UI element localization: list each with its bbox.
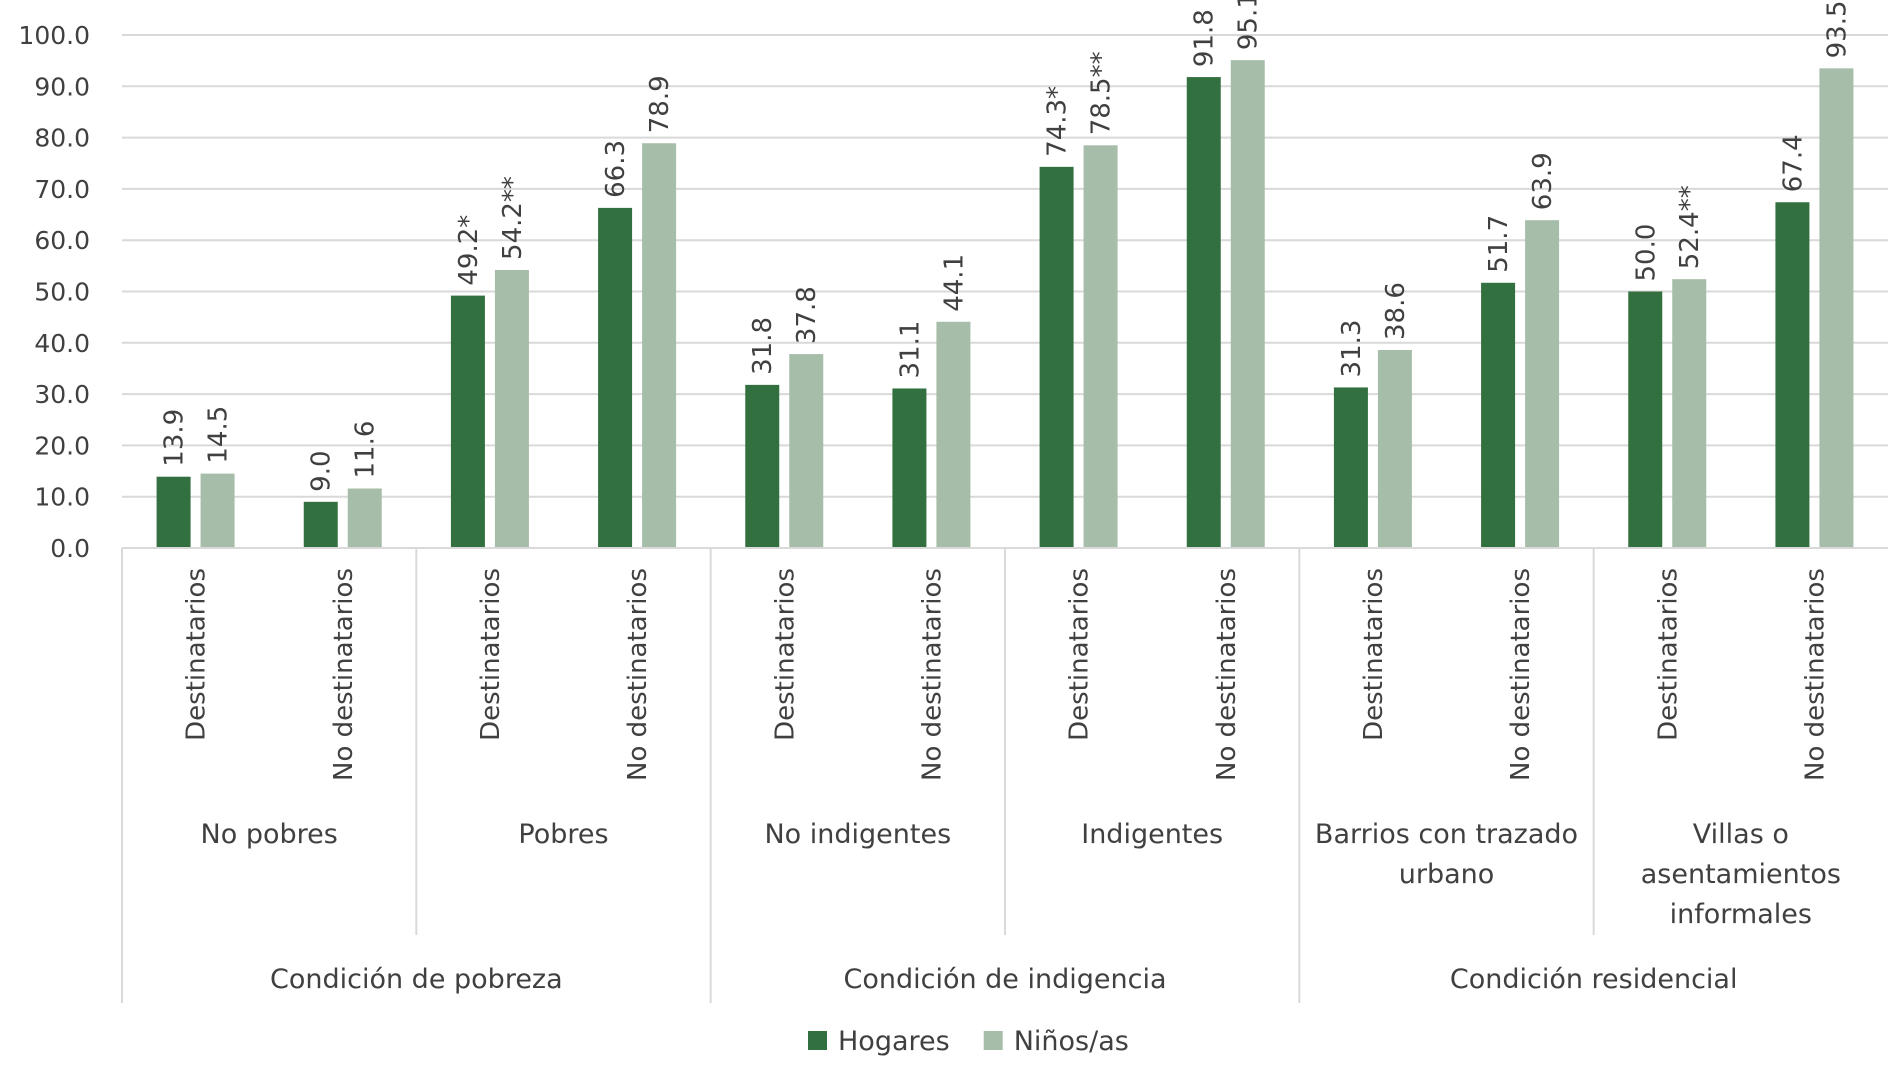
bar-hogares bbox=[156, 476, 191, 548]
y-tick-label: 30.0 bbox=[34, 380, 90, 409]
bar-hogares bbox=[745, 384, 780, 548]
bar-ninos bbox=[347, 488, 382, 548]
category-label: Destinatarios bbox=[182, 568, 212, 741]
y-tick-label: 100.0 bbox=[18, 21, 90, 50]
data-label: 74.3* bbox=[1043, 86, 1073, 157]
y-tick-label: 70.0 bbox=[34, 175, 90, 204]
data-label: 52.4** bbox=[1675, 185, 1705, 269]
bar-ninos bbox=[494, 269, 529, 548]
category-label: Destinatarios bbox=[1653, 568, 1683, 741]
subgroup-label: asentamientos bbox=[1641, 859, 1841, 890]
bar-hogares bbox=[892, 388, 927, 548]
data-label: 50.0 bbox=[1631, 224, 1661, 282]
data-label: 38.6 bbox=[1381, 282, 1411, 340]
category-label: No destinatarios bbox=[1212, 568, 1242, 781]
bar-ninos bbox=[1819, 68, 1854, 548]
category-label: No destinatarios bbox=[1800, 568, 1830, 781]
data-label: 78.9 bbox=[645, 75, 675, 133]
group-label: Condición de pobreza bbox=[270, 964, 563, 995]
data-label: 44.1 bbox=[939, 254, 969, 312]
legend-label: Hogares bbox=[838, 1026, 950, 1057]
y-tick-label: 50.0 bbox=[34, 278, 90, 307]
y-tick-label: 90.0 bbox=[34, 72, 90, 101]
bar-ninos bbox=[1525, 220, 1560, 548]
bar-hogares bbox=[450, 295, 485, 548]
category-label: No destinatarios bbox=[1506, 568, 1536, 781]
data-label: 54.2** bbox=[498, 176, 528, 260]
data-label: 49.2* bbox=[454, 215, 484, 286]
bar-ninos bbox=[1377, 349, 1412, 548]
bar-hogares bbox=[303, 501, 338, 548]
data-label: 31.3 bbox=[1337, 320, 1367, 378]
data-label: 93.5 bbox=[1822, 0, 1852, 58]
category-label: No destinatarios bbox=[917, 568, 947, 781]
bar-hogares bbox=[1039, 166, 1074, 548]
data-label: 66.3 bbox=[601, 140, 631, 198]
bar-ninos bbox=[642, 143, 677, 549]
category-label: No destinatarios bbox=[623, 568, 653, 781]
category-label: Destinatarios bbox=[1359, 568, 1389, 741]
legend-label: Niños/as bbox=[1014, 1026, 1129, 1057]
data-label: 31.8 bbox=[748, 317, 778, 375]
bar-ninos bbox=[789, 354, 824, 548]
data-label: 78.5** bbox=[1087, 51, 1117, 135]
data-label: 91.8 bbox=[1190, 9, 1220, 67]
bar-ninos bbox=[200, 473, 235, 548]
y-tick-label: 0.0 bbox=[50, 534, 90, 563]
data-label: 11.6 bbox=[351, 421, 381, 479]
y-tick-label: 40.0 bbox=[34, 329, 90, 358]
group-label: Condición de indigencia bbox=[843, 964, 1166, 995]
category-label: Destinatarios bbox=[476, 568, 506, 741]
bar-hogares bbox=[1775, 202, 1810, 548]
bar-hogares bbox=[1481, 282, 1516, 548]
legend-swatch bbox=[808, 1031, 827, 1050]
data-label: 51.7 bbox=[1484, 215, 1514, 273]
bar-hogares bbox=[1333, 387, 1368, 548]
data-label: 9.0 bbox=[307, 450, 337, 491]
group-label: Condición residencial bbox=[1450, 964, 1738, 995]
legend-swatch bbox=[983, 1031, 1003, 1050]
y-tick-label: 60.0 bbox=[34, 226, 90, 255]
subgroup-label: informales bbox=[1670, 899, 1812, 930]
bar-hogares bbox=[1186, 77, 1221, 548]
data-label: 67.4 bbox=[1778, 134, 1808, 192]
subgroup-label: Villas o bbox=[1693, 819, 1789, 850]
data-label: 63.9 bbox=[1528, 152, 1558, 210]
subgroup-label: Indigentes bbox=[1081, 819, 1223, 850]
subgroup-label: Barrios con trazado bbox=[1315, 819, 1578, 850]
y-tick-label: 20.0 bbox=[34, 431, 90, 460]
bar-hogares bbox=[1628, 291, 1663, 548]
bar-ninos bbox=[936, 321, 971, 548]
bar-ninos bbox=[1230, 60, 1265, 549]
data-label: 37.8 bbox=[792, 286, 822, 344]
data-label: 14.5 bbox=[204, 406, 234, 464]
category-label: Destinatarios bbox=[770, 568, 800, 741]
category-label: No destinatarios bbox=[329, 568, 359, 781]
bar-ninos bbox=[1083, 145, 1118, 549]
bar-ninos bbox=[1672, 279, 1707, 548]
subgroup-label: No pobres bbox=[201, 819, 338, 850]
bar-hogares bbox=[598, 207, 633, 549]
subgroup-label: urbano bbox=[1399, 859, 1495, 890]
y-tick-label: 10.0 bbox=[34, 483, 90, 512]
data-label: 95.1 bbox=[1234, 0, 1264, 50]
data-label: 13.9 bbox=[160, 409, 190, 467]
data-label: 31.1 bbox=[895, 321, 925, 379]
subgroup-label: Pobres bbox=[518, 819, 608, 850]
category-label: Destinatarios bbox=[1065, 568, 1095, 741]
y-tick-label: 80.0 bbox=[34, 124, 90, 153]
subgroup-label: No indigentes bbox=[764, 819, 951, 850]
